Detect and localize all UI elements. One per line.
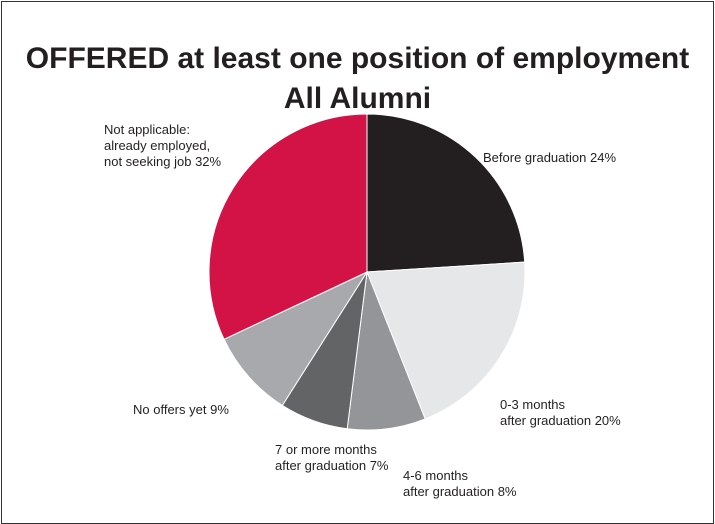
category-label: 4-6 months after graduation: [403, 468, 495, 499]
pie-slice: [208, 113, 368, 340]
value-label: 24%: [589, 150, 617, 165]
value-label: 7%: [369, 458, 389, 473]
value-label: 20%: [594, 413, 621, 428]
slice-label: No offers yet 9%: [133, 402, 229, 418]
category-label: Not applicable: already employed, not se…: [104, 122, 211, 169]
slice-label: 0-3 months after graduation 20%: [500, 397, 621, 429]
value-label: 32%: [195, 154, 222, 169]
category-label: Before graduation: [483, 150, 587, 165]
pie-slice: [366, 261, 526, 420]
chart-title: OFFERED at least one position of employm…: [25, 42, 690, 75]
chart-subtitle: All Alumni: [283, 82, 432, 115]
category-label: 0-3 months after graduation: [500, 397, 592, 428]
slice-label: Before graduation 24%: [483, 150, 616, 166]
pie-slice: [223, 270, 369, 407]
pie-slice: [366, 113, 526, 273]
slice-label: 7 or more months after graduation 7%: [275, 442, 389, 474]
slice-label: Not applicable: already employed, not se…: [104, 122, 221, 170]
category-label: 7 or more months after graduation: [275, 442, 377, 473]
value-label: 9%: [210, 402, 229, 417]
category-label: No offers yet: [133, 402, 207, 417]
value-label: 8%: [497, 484, 517, 499]
slice-label: 4-6 months after graduation 8%: [403, 468, 517, 500]
